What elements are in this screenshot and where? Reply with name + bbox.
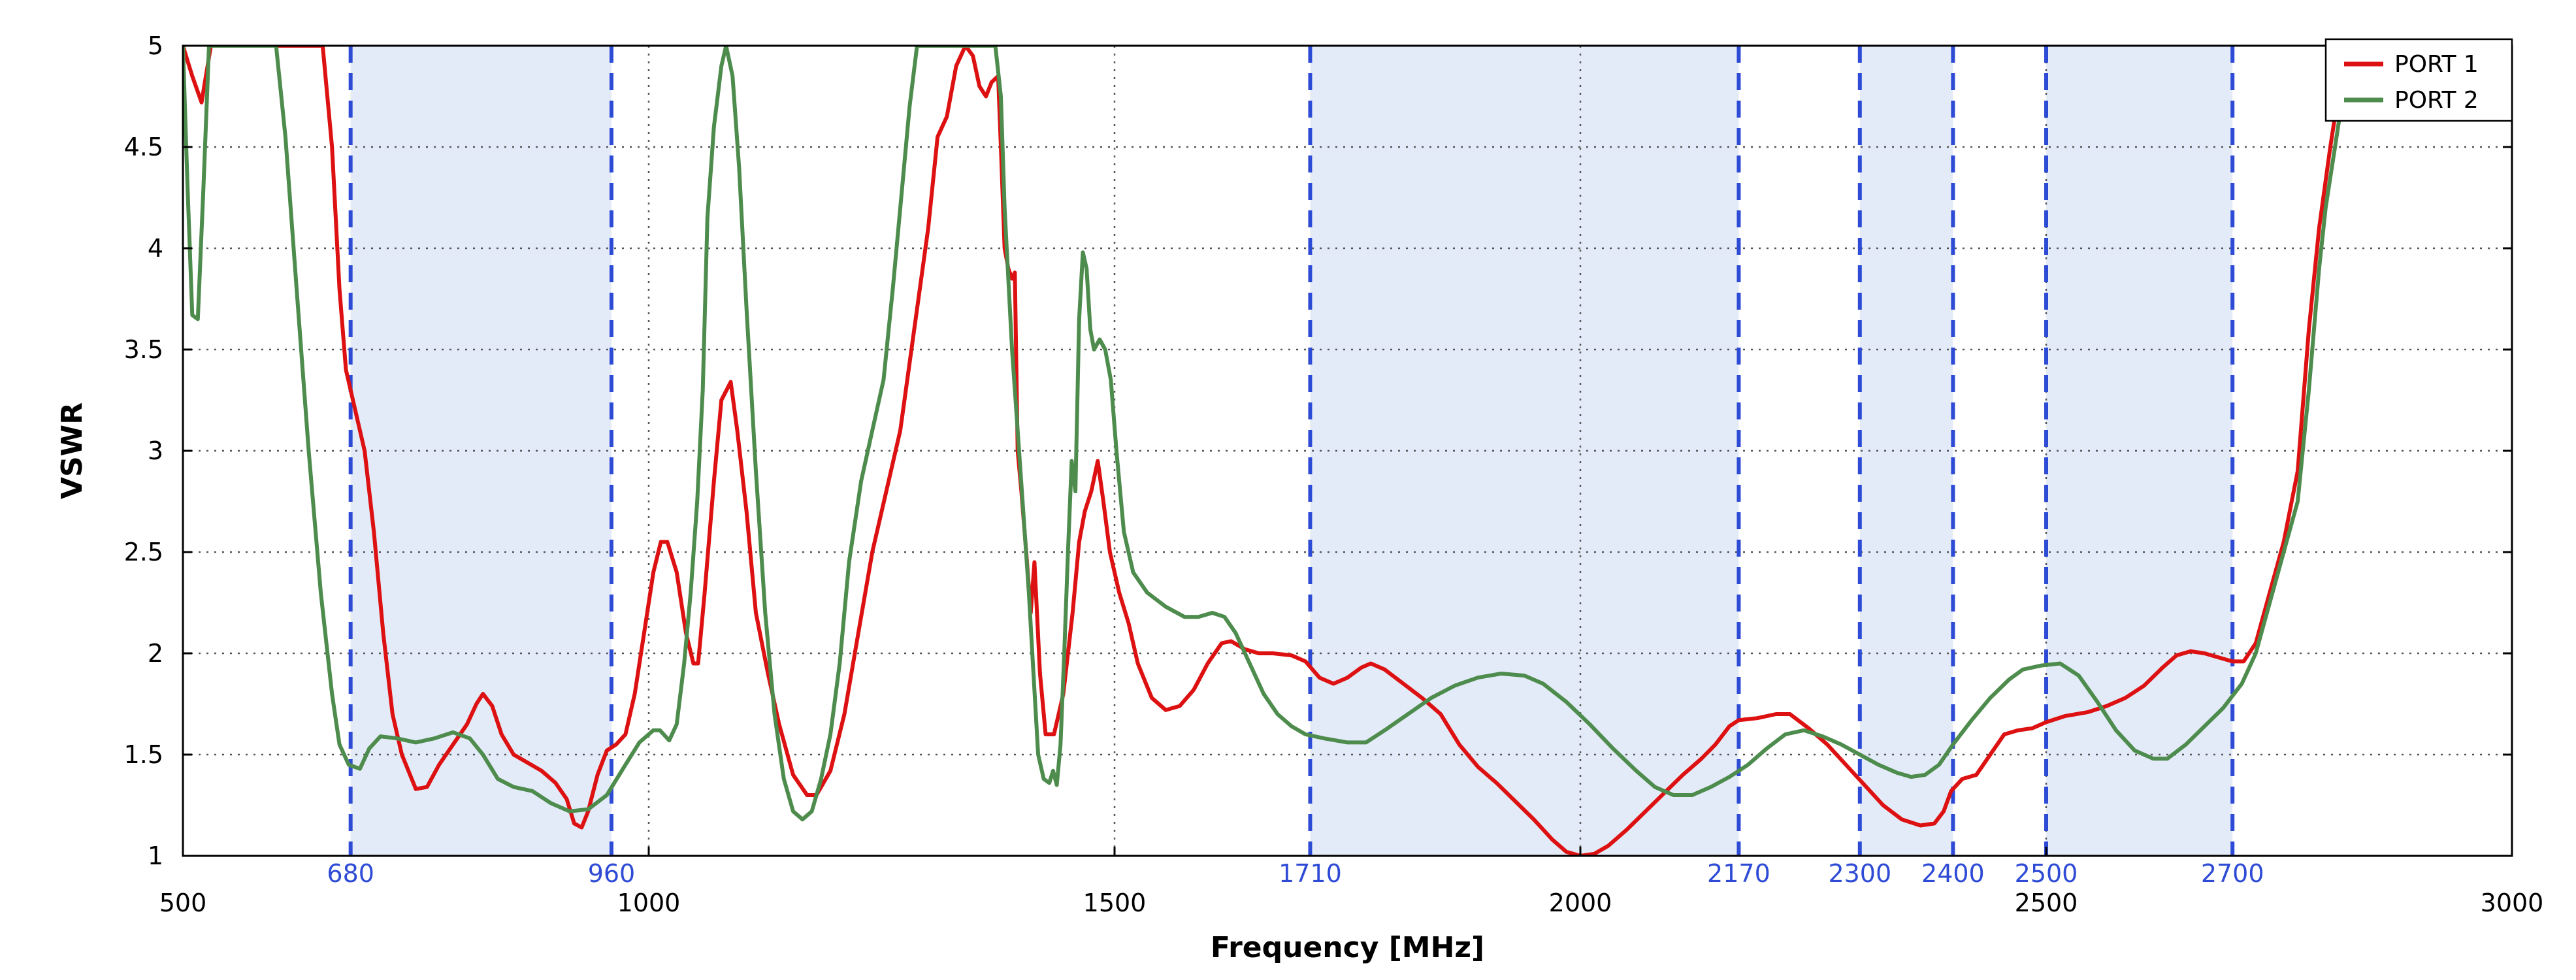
y-tick-label-3: 3 [148, 436, 163, 465]
y-tick-label-1: 1 [148, 841, 163, 870]
band-labels: 680 960 1710 2170 2300 2400 2500 2700 [327, 859, 2264, 888]
x-tick-label-500: 500 [159, 889, 207, 917]
band-label-2170: 2170 [1707, 859, 1770, 888]
series-line-port-2 [183, 46, 2356, 822]
y-axis-title: VSWR [56, 402, 89, 499]
y-tick-label-1.5: 1.5 [124, 740, 163, 769]
x-axis-title: Frequency [MHz] [1211, 931, 1484, 964]
x-tick-label-1000: 1000 [617, 889, 681, 917]
series-line-port-1 [183, 46, 2351, 856]
y-tick-label-5: 5 [148, 31, 163, 60]
x-tick-label-3000: 3000 [2481, 889, 2544, 917]
legend-label-port-1: PORT 1 [2394, 51, 2479, 78]
legend: PORT 1 PORT 2 [2324, 38, 2513, 122]
band-label-2700: 2700 [2201, 859, 2264, 888]
y-tick-label-2: 2 [148, 639, 163, 668]
y-tick-label-3.5: 3.5 [124, 335, 163, 364]
axis-ticks: 500 1000 1500 2000 2500 3000 1 1.5 2 2.5 3 3.5 4 4.5 5 [124, 31, 2544, 917]
band-label-2300: 2300 [1828, 859, 1891, 888]
y-tick-label-4.5: 4.5 [124, 133, 163, 161]
frequency-bands [350, 46, 2233, 856]
band-label-680: 680 [327, 859, 374, 888]
legend-box [2324, 38, 2513, 122]
band-2500-2700 [2046, 46, 2233, 856]
x-tick-label-1500: 1500 [1083, 889, 1147, 917]
x-tick-label-2500: 2500 [2015, 889, 2078, 917]
band-label-1710: 1710 [1279, 859, 1342, 888]
band-label-960: 960 [588, 859, 636, 888]
y-tick-label-4: 4 [148, 234, 163, 263]
legend-label-port-2: PORT 2 [2394, 87, 2479, 114]
x-tick-label-2000: 2000 [1549, 889, 1612, 917]
band-label-2500: 2500 [2015, 859, 2078, 888]
y-tick-label-2.5: 2.5 [124, 538, 163, 566]
band-2300-2400 [1859, 46, 1953, 856]
band-label-2400: 2400 [1921, 859, 1985, 888]
data-series [183, 46, 2356, 856]
